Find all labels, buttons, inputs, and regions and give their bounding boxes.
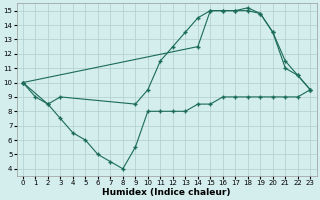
X-axis label: Humidex (Indice chaleur): Humidex (Indice chaleur) <box>102 188 231 197</box>
